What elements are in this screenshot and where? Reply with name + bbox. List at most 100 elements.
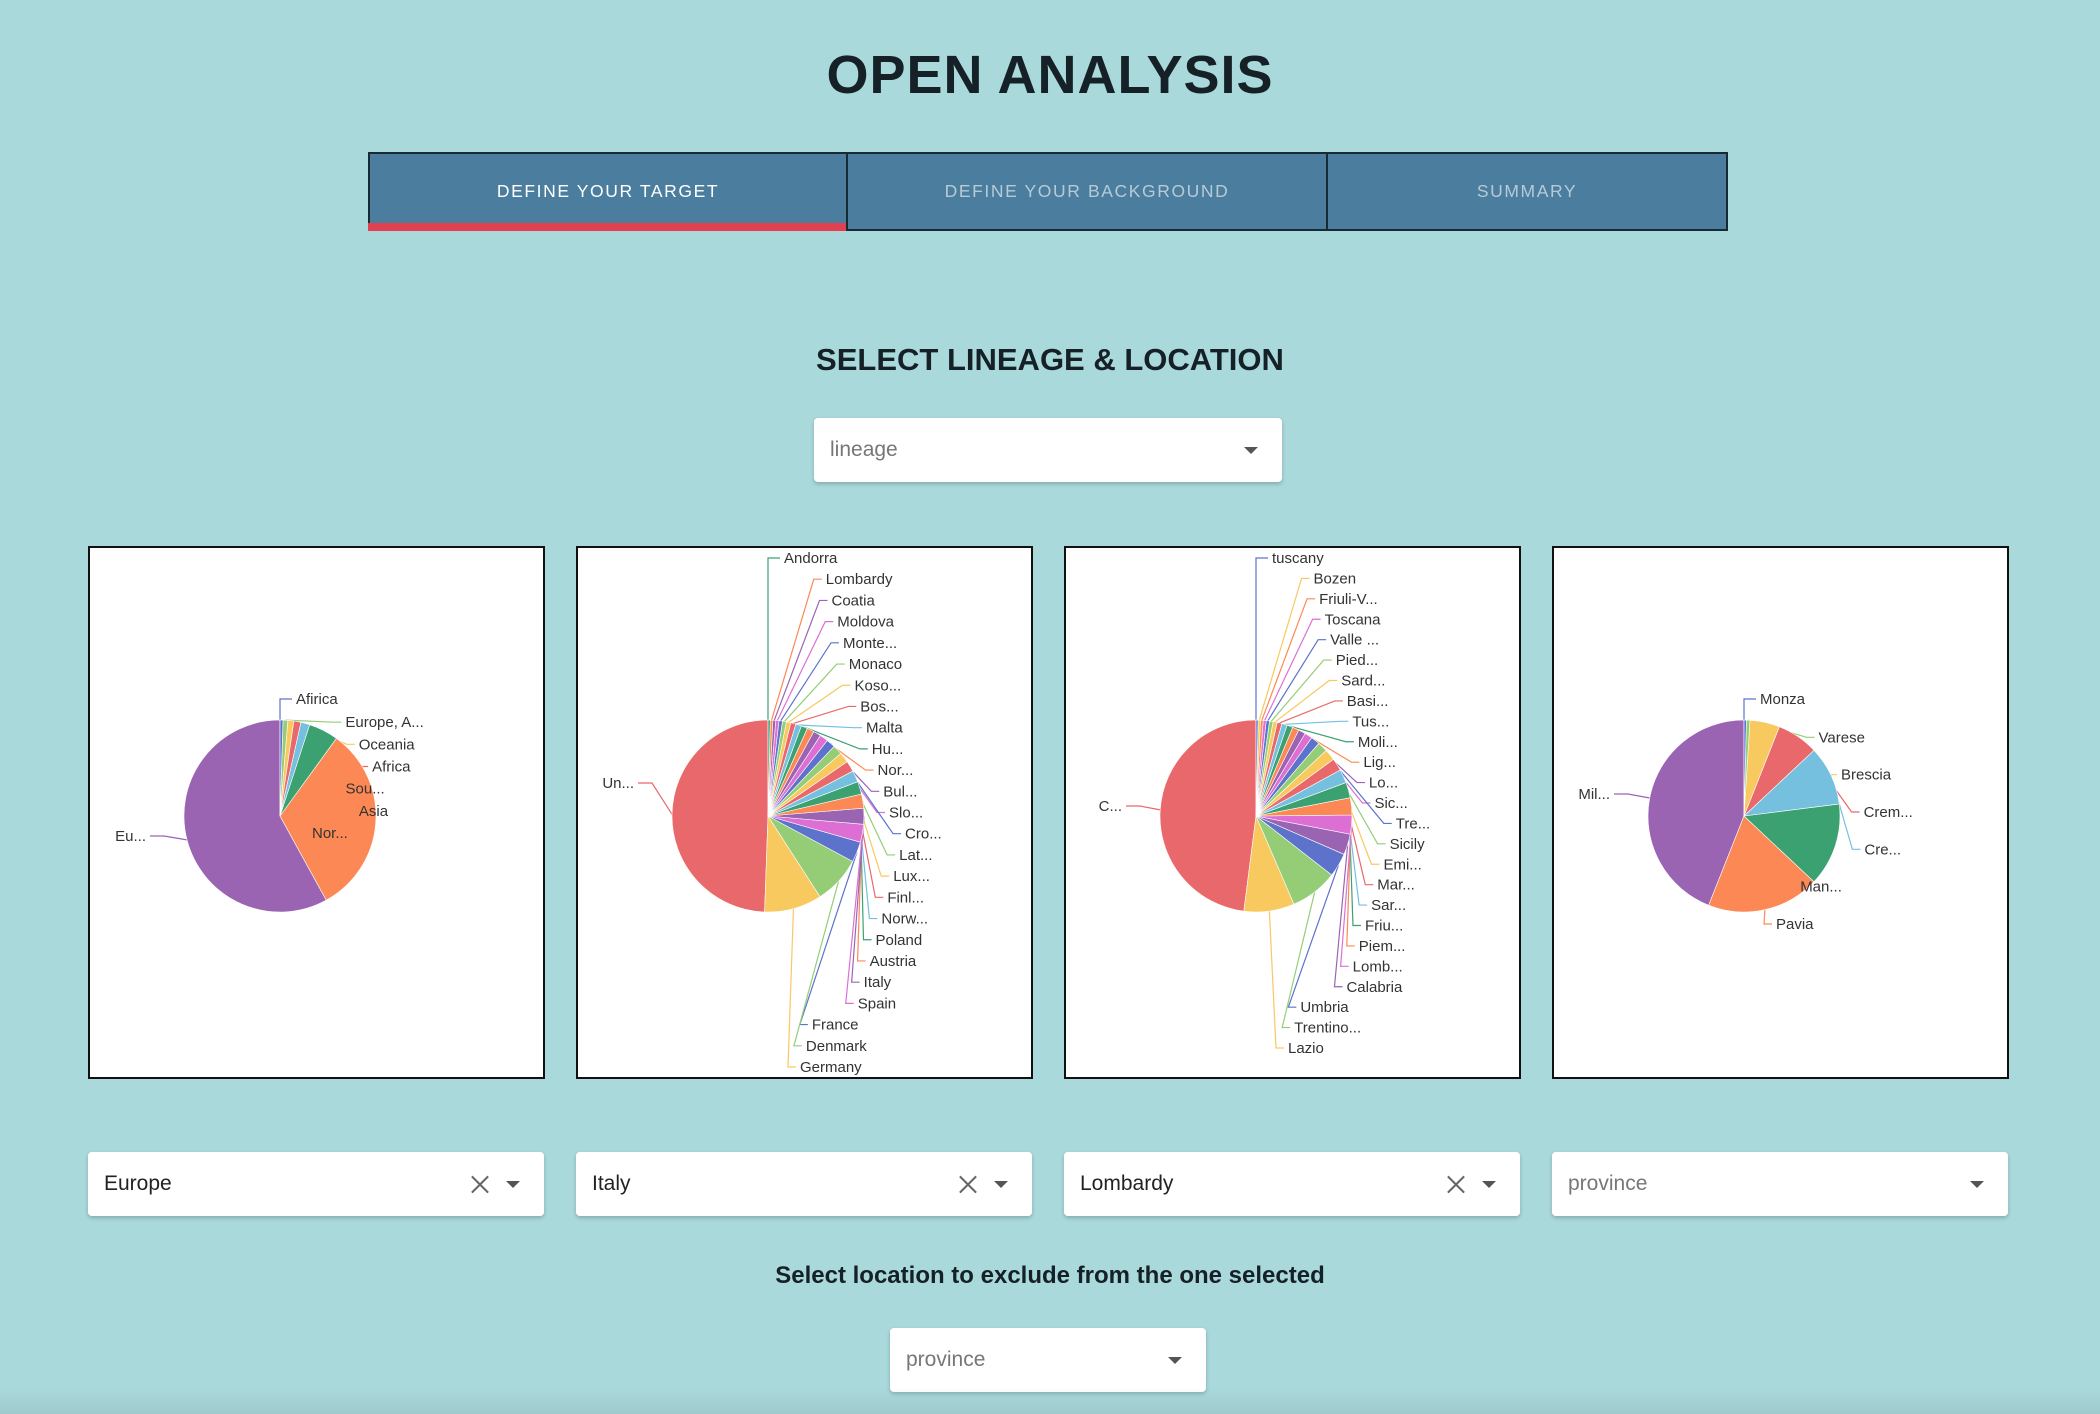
slice-label-un: Un... [602,775,634,792]
slice-label-austria: Austria [870,953,917,970]
label-leader-line [1339,824,1353,967]
slice-label-moli: Moli... [1358,734,1398,751]
exclude-select-placeholder: province [906,1348,986,1371]
province-select[interactable]: province [1552,1152,2008,1216]
chevron-down-icon[interactable] [506,1180,520,1188]
pie-slice-man [1743,803,1841,883]
slice-label-bul: Bul... [883,783,917,800]
slice-label-coatia: Coatia [832,592,876,609]
pie-slice-c [1159,719,1257,912]
label-leader-line [1267,639,1327,722]
label-leader-line [1763,909,1772,925]
bottom-fade [0,1388,2100,1414]
slice-label-afirica: Afirica [296,691,338,708]
slice-label-lig: Lig... [1363,754,1396,771]
slice-label-italy: Italy [864,974,892,991]
lineage-select[interactable]: lineage [814,418,1282,482]
slice-label-tre: Tre... [1396,815,1430,832]
label-leader-line [1743,698,1756,722]
slice-label-lazio: Lazio [1288,1040,1324,1057]
exclude-location-label: Select location to exclude from the one … [775,1262,1325,1289]
label-leader-line [150,835,188,841]
province-pie-svg: Monza Varese Brescia Crem... Cre... Man... Pav… [1578,691,1912,933]
slice-label-tuscany: tuscany [1272,550,1324,567]
label-leader-line [787,908,796,1068]
chevron-down-icon[interactable] [1244,446,1258,454]
tab-define-target[interactable]: DEFINE YOUR TARGET [368,154,848,231]
slice-label-lux: Lux... [893,868,930,885]
label-leader-line [1264,618,1321,721]
clear-icon[interactable] [956,1172,980,1196]
slice-label-slo: Slo... [889,805,923,822]
lineage-select-placeholder: lineage [830,438,898,461]
continent-select[interactable]: Europe [88,1152,544,1216]
slice-label-lo: Lo... [1369,775,1398,792]
clear-icon[interactable] [468,1172,492,1196]
pie-slice-un [671,719,769,913]
country-select[interactable]: Italy [576,1152,1032,1216]
pie-slice-monza [1743,719,1747,817]
slice-label-europe-a: Europe, A... [345,714,423,731]
tab-summary[interactable]: SUMMARY [1328,154,1726,229]
slice-label-toscana: Toscana [1325,611,1382,628]
tab-define-background-label: DEFINE YOUR BACKGROUND [944,181,1230,201]
slice-label-lomb: Lomb... [1353,958,1403,975]
label-leader-line [788,684,851,723]
tab-define-background[interactable]: DEFINE YOUR BACKGROUND [848,154,1328,229]
chevron-down-icon[interactable] [1970,1180,1984,1188]
country-select-value: Italy [592,1172,631,1195]
slice-label-eu: Eu... [115,828,146,845]
slice-label-germany: Germany [800,1059,862,1076]
slice-label-basi: Basi... [1347,693,1389,710]
label-leader-line [793,705,857,724]
slice-label-sou: Sou... [346,781,385,798]
label-leader-line [804,726,868,750]
label-leader-line [770,578,822,721]
label-leader-line [780,642,840,722]
slice-label-emi: Emi... [1383,856,1421,873]
slice-label-hu: Hu... [872,741,904,758]
slice-label-bos: Bos... [860,698,898,715]
continent-pie-chart: Afirica Europe, A... Oceania Africa Sou... As… [88,546,545,1079]
pie-slice-nor [279,737,377,901]
continent-select-value: Europe [104,1172,172,1195]
slice-label-nor: Nor... [878,762,914,779]
slice-label-sar: Sar... [1371,897,1406,914]
slice-label-mar: Mar... [1377,877,1415,894]
slice-label-calabria: Calabria [1346,979,1403,996]
label-leader-line [1126,805,1161,811]
label-leader-line [1261,598,1316,721]
region-select[interactable]: Lombardy [1064,1152,1520,1216]
pie-slice-mil [1647,719,1745,906]
slice-label-nor: Nor... [312,825,348,842]
country-pie-chart: Andorra Lombardy Coatia Moldova Monte... Mona… [576,546,1033,1079]
label-leader-line [1614,793,1650,799]
pie-slice-eu [183,719,327,913]
slice-label-bozen: Bozen [1314,570,1357,587]
slice-label-monaco: Monaco [849,656,902,673]
label-leader-line [767,557,780,722]
label-leader-line [784,663,845,722]
chevron-down-icon[interactable] [1482,1180,1496,1188]
slice-label-malta: Malta [866,720,903,737]
label-leader-line [845,833,864,1004]
exclude-location-select[interactable]: province [890,1328,1206,1392]
slice-label-pavia: Pavia [1776,916,1814,933]
slice-label-valle: Valle ... [1330,632,1379,649]
region-pie-chart: tuscany Bozen Friuli-V... Toscana Valle ... P… [1064,546,1521,1079]
clear-icon[interactable] [1444,1172,1468,1196]
slice-label-tus: Tus... [1352,713,1389,730]
pie-slice-andorra [767,719,771,817]
label-leader-line [285,719,342,723]
label-leader-line [773,599,828,721]
slice-label-man: Man... [1800,879,1842,896]
section-heading: SELECT LINEAGE & LOCATION [816,342,1284,377]
chevron-down-icon[interactable] [1168,1356,1182,1364]
slice-label-oceania: Oceania [359,736,416,753]
slice-label-mil: Mil... [1578,786,1610,803]
country-pie-svg: Andorra Lombardy Coatia Moldova Monte... Mona… [602,550,941,1076]
label-leader-line [1255,557,1268,722]
slice-label-finl: Finl... [887,889,924,906]
slice-label-friu: Friu... [1365,918,1403,935]
chevron-down-icon[interactable] [994,1180,1008,1188]
